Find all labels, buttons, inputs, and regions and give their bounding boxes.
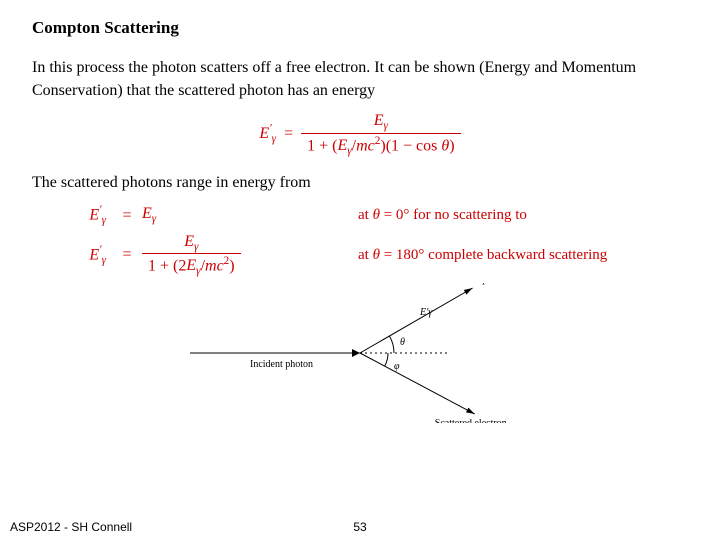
main-equation: E′γ = Eγ 1 + (Eγ/mc2)(1 − cos θ) — [32, 112, 688, 157]
svg-text:θ: θ — [400, 337, 405, 348]
eq-row-1: E′γ = Eγ 1 + (2Eγ/mc2) at θ = 180° compl… — [42, 233, 688, 278]
equation-rows: E′γ = Eγ at θ = 0° for no scattering to … — [42, 204, 688, 277]
page-number: 53 — [353, 520, 366, 534]
footer-author: ASP2012 - SH Connell — [10, 520, 132, 534]
intro-paragraph: In this process the photon scatters off … — [32, 56, 688, 102]
eq-row-0: E′γ = Eγ at θ = 0° for no scattering to — [42, 204, 688, 227]
svg-text:E′γ: E′γ — [419, 307, 433, 318]
svg-text:φ: φ — [394, 361, 400, 372]
range-paragraph: The scattered photons range in energy fr… — [32, 171, 688, 194]
scattering-diagram: Incident photon Scattered photon E′γ Scatte… — [170, 283, 550, 428]
svg-text:Incident photon: Incident photon — [250, 359, 313, 370]
page-title: Compton Scattering — [32, 18, 688, 38]
svg-text:Scattered photon: Scattered photon — [443, 283, 510, 285]
svg-text:Scattered electron: Scattered electron — [435, 419, 507, 424]
